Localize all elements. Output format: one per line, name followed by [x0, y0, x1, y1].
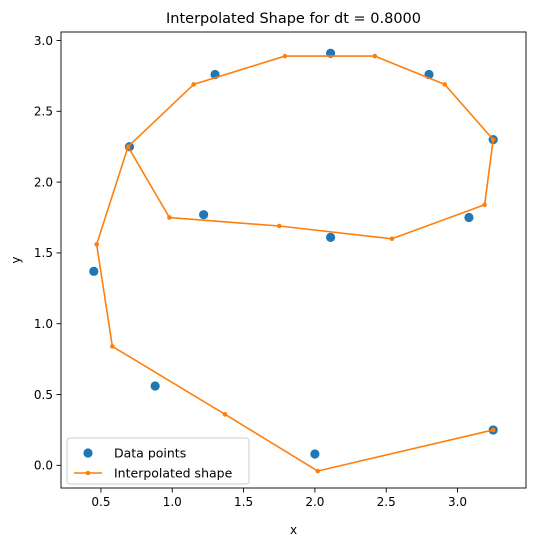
x-tick-label: 2.5 — [377, 495, 396, 509]
interpolated-point-marker — [490, 137, 496, 142]
interpolated-point-marker — [191, 82, 196, 87]
data-point-marker — [310, 449, 320, 459]
interpolated-shape-line — [95, 55, 494, 472]
y-tick-label: 1.0 — [34, 317, 53, 331]
series-layer — [89, 48, 498, 474]
interpolated-point-marker — [482, 202, 487, 208]
interpolated-point-marker — [222, 412, 228, 417]
interpolated-point-marker — [167, 215, 172, 220]
y-tick-label: 2.5 — [34, 105, 53, 119]
y-tick-label: 2.0 — [34, 175, 53, 189]
y-tick-label: 1.5 — [34, 246, 53, 260]
chart-title: Interpolated Shape for dt = 0.8000 — [166, 11, 421, 27]
data-point-marker — [199, 210, 209, 220]
x-tick-label: 1.0 — [163, 495, 182, 509]
interpolated-point-marker — [442, 82, 447, 87]
interpolated-point-marker — [125, 144, 131, 150]
plot-frame — [60, 31, 527, 489]
legend-marker-interpolated-shape — [85, 470, 91, 476]
interpolated-point-marker — [372, 53, 378, 59]
interpolated-point-marker — [110, 344, 115, 349]
x-tick-label: 3.0 — [448, 495, 467, 509]
interpolated-point-marker — [276, 223, 282, 229]
x-tick-label: 2.0 — [305, 495, 324, 509]
interpolated-point-marker — [282, 53, 288, 59]
y-tick-label: 3.0 — [34, 34, 53, 48]
interpolated-point-marker — [315, 468, 321, 474]
data-point-marker — [150, 381, 160, 391]
x-tick-label: 1.5 — [234, 495, 253, 509]
x-axis: 0.5 1.0 1.5 2.0 2.5 3.0 — [91, 488, 467, 509]
y-tick-label: 0.5 — [34, 388, 53, 402]
x-axis-label: x — [290, 523, 297, 537]
data-point-marker — [464, 212, 474, 223]
interpolated-point-marker — [490, 427, 496, 433]
data-point-marker — [89, 266, 99, 276]
y-axis-label: y — [9, 256, 23, 263]
plot-area-background — [61, 32, 526, 488]
legend-box — [66, 437, 250, 485]
data-point-marker — [325, 232, 336, 242]
y-axis: 0.0 0.5 1.0 1.5 2.0 2.5 3.0 — [34, 34, 61, 473]
interpolated-point-marker — [389, 236, 395, 242]
legend-label-data-points: Data points — [114, 446, 186, 461]
interpolated-point-marker — [94, 242, 99, 247]
x-tick-label: 0.5 — [91, 495, 110, 509]
legend: Data points Interpolated shape — [66, 437, 250, 485]
legend-marker-data-points — [83, 448, 93, 458]
legend-label-interpolated-shape: Interpolated shape — [114, 466, 233, 481]
y-tick-label: 0.0 — [34, 459, 53, 473]
